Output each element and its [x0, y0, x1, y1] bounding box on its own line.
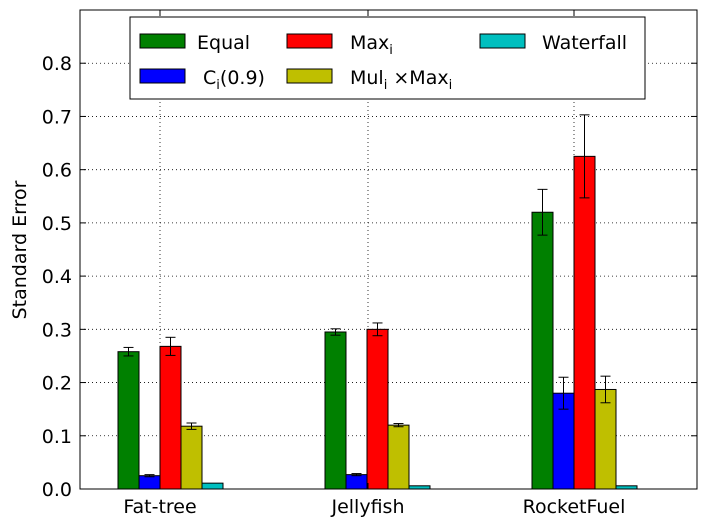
y-tick-label: 0.7	[42, 106, 72, 128]
legend-swatch	[139, 33, 186, 49]
legend-label: Muli ×Maxi	[350, 67, 452, 93]
bar	[138, 475, 161, 490]
y-tick-label: 0.3	[42, 319, 72, 341]
y-tick-label: 0.2	[42, 373, 72, 395]
bar	[531, 211, 554, 490]
x-tick-label: Fat-tree	[123, 496, 196, 518]
plot-frame	[79, 9, 698, 490]
bar	[573, 155, 596, 490]
bar	[387, 424, 410, 490]
bar	[117, 351, 140, 490]
y-axis-label: Standard Error	[9, 180, 31, 319]
axes: 0.0 0.1 0.2 0.3 0.4 0.5 0.6 0.7 0.8 Fat-tree Jelly…	[42, 9, 698, 518]
bar	[159, 345, 182, 490]
bar	[366, 328, 389, 490]
y-tick-label: 0.1	[42, 426, 72, 448]
bar	[180, 425, 203, 490]
legend-label: Waterfall	[542, 32, 627, 54]
x-tick-label: Jellyfish	[330, 496, 404, 518]
bar	[324, 331, 347, 490]
legend-box	[129, 16, 646, 100]
bar	[201, 482, 224, 490]
legend-label: Maxi	[350, 32, 393, 58]
legend-swatch	[286, 33, 333, 49]
legend-swatch	[139, 68, 186, 84]
legend-label: Equal	[197, 32, 250, 54]
y-tick-label: 0.5	[42, 213, 72, 235]
legend-swatch	[479, 33, 526, 49]
y-tick-label: 0.4	[42, 266, 72, 288]
legend: Equal Ci(0.9) Maxi Muli ×Maxi Waterfall	[129, 16, 646, 100]
error-bars	[123, 114, 611, 478]
bar	[345, 474, 368, 490]
legend-label: Ci(0.9)	[203, 67, 265, 93]
y-tick-label: 0.0	[42, 479, 72, 501]
legend-swatch	[286, 68, 333, 84]
bar	[594, 388, 617, 490]
y-tick-label: 0.6	[42, 160, 72, 182]
y-tick-label: 0.8	[42, 53, 72, 75]
x-tick-label: RocketFuel	[523, 496, 626, 518]
